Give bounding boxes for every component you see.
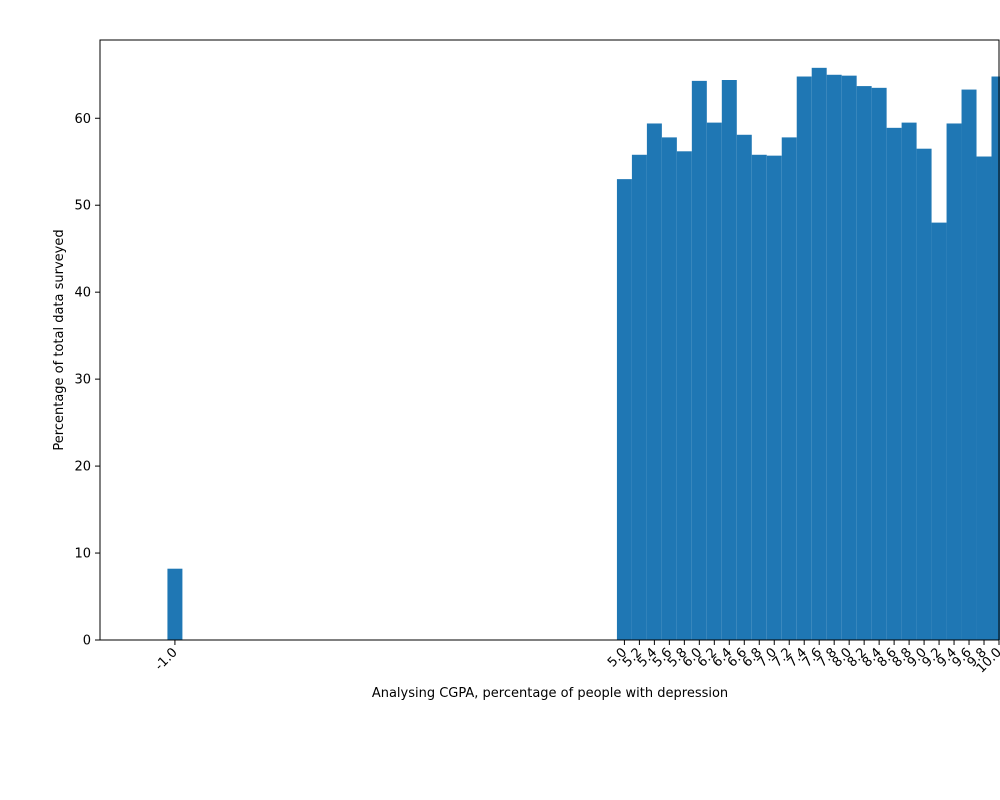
bar-9.6 xyxy=(961,89,977,640)
bar-7.4 xyxy=(796,76,812,640)
bar-8.8 xyxy=(901,122,917,641)
y-tick-label: 10 xyxy=(74,547,91,562)
bar-7.2 xyxy=(781,137,797,640)
bar-8.2 xyxy=(856,86,872,641)
y-axis-ticks: 0 10 20 30 40 50 60 xyxy=(74,112,100,649)
bar-6.4 xyxy=(721,80,737,640)
bar-9.8 xyxy=(976,156,992,640)
bar-5.4 xyxy=(646,123,662,641)
y-tick-label: 40 xyxy=(74,286,91,301)
x-tick-label: -1.0 xyxy=(152,645,181,674)
bar-7.6 xyxy=(811,67,827,640)
bars-group xyxy=(167,67,1000,641)
y-tick-label: 60 xyxy=(74,112,91,127)
bar-7.0 xyxy=(766,155,782,640)
bar-6.8 xyxy=(751,154,767,640)
bar-8.6 xyxy=(886,127,902,640)
bar-7.8 xyxy=(826,74,842,640)
y-axis-label: Percentage of total data surveyed xyxy=(52,229,67,450)
bar-5.2 xyxy=(631,154,647,640)
plot-frame xyxy=(99,39,1000,641)
bar-6.0 xyxy=(691,80,707,641)
x-axis-label: Analysing CGPA, percentage of people wit… xyxy=(372,686,728,701)
bar-5.8 xyxy=(676,151,692,641)
bar--1.0 xyxy=(167,568,183,640)
x-axis-ticks: -1.0 5.05.25.45.65.86.06.26.46.66.87.07.2… xyxy=(152,640,1000,676)
bar-5.6 xyxy=(661,137,677,640)
bar-8.4 xyxy=(871,87,887,640)
bar-9.0 xyxy=(916,148,932,640)
y-tick-label: 20 xyxy=(74,460,91,475)
y-tick-label: 50 xyxy=(74,199,91,214)
y-tick-label: 0 xyxy=(83,634,91,649)
bar-6.6 xyxy=(736,134,752,640)
bar-6.2 xyxy=(706,122,722,641)
bar-9.4 xyxy=(946,123,962,641)
y-tick-label: 30 xyxy=(74,373,91,388)
bar-10.0 xyxy=(991,76,1000,640)
bar-5.0 xyxy=(616,179,632,640)
bar-8.0 xyxy=(841,75,857,640)
bar-9.2 xyxy=(931,222,947,641)
